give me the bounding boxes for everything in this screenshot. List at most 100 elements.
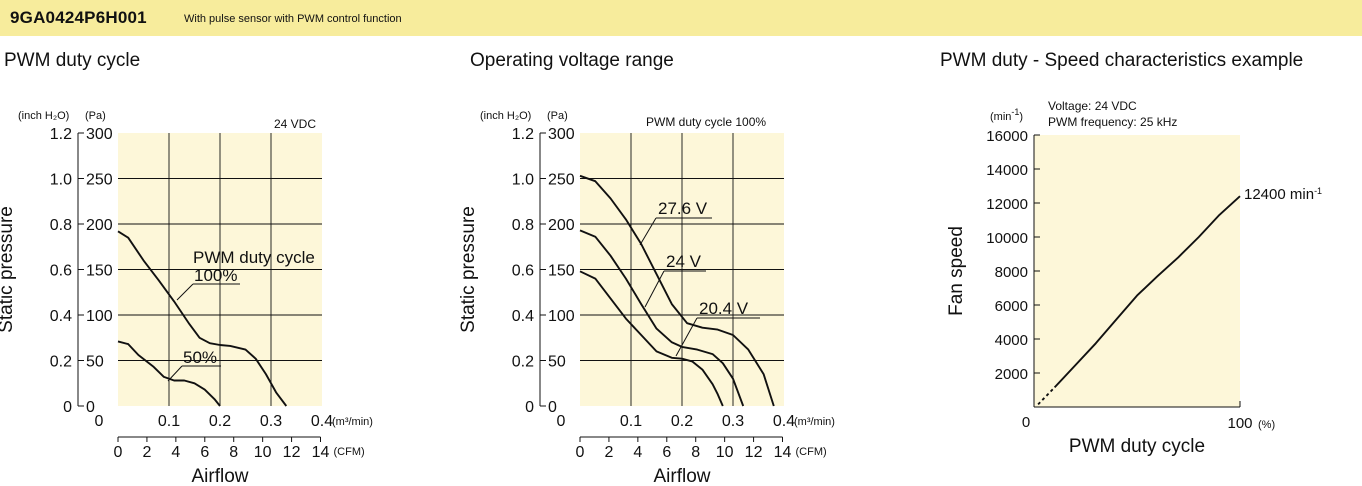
chart2-x-tick-label-m3: 0.4 — [773, 413, 795, 430]
chart1-x-tick-label-m3: 0.2 — [209, 413, 231, 430]
chart1-y-axis-title: Static pressure — [0, 206, 17, 333]
chart2-y-tick-label-inch: 1.0 — [512, 172, 534, 189]
chart2-cfm-tick-label: 2 — [604, 444, 613, 461]
chart2-leader-276 — [639, 217, 657, 246]
chart2-y-tick-label-inch: 0.8 — [512, 217, 534, 234]
chart1-leader-50 — [167, 365, 183, 382]
chart2-y-tick-label-pa: 100 — [548, 308, 575, 325]
chart2-x-tick-label-m3: 0.3 — [722, 413, 744, 430]
chart1-x-tick-label-m3: 0.4 — [311, 413, 333, 430]
chart1-y-tick-label-inch: 0.4 — [50, 308, 72, 325]
chart2-curve-204V — [579, 270, 724, 407]
chart3-title: PWM duty - Speed characteristics example — [940, 50, 1304, 71]
chart1-label-50: 50% — [183, 348, 217, 367]
chart2-cfm-tick-label: 12 — [745, 444, 763, 461]
chart2-y-tick-label-pa: 200 — [548, 217, 575, 234]
chart2-cfm-tick-label: 8 — [691, 444, 700, 461]
chart2-x-tick-label-m3: 0 — [557, 413, 566, 430]
chart2-y-tick-label-inch: 0.4 — [512, 308, 534, 325]
chart2-note: PWM duty cycle 100% — [646, 115, 766, 129]
chart1-x-unit-cfm: (CFM) — [334, 446, 365, 458]
chart1-cfm-tick-label: 6 — [200, 444, 209, 461]
chart1-cfm-tick-label: 12 — [283, 444, 301, 461]
chart2-cfm-tick-label: 6 — [662, 444, 671, 461]
chart2-cfm-tick-label: 10 — [716, 444, 734, 461]
chart1-y-unit-inch: (inch H₂O) — [18, 110, 69, 122]
chart2-leader-24 — [644, 270, 665, 308]
chart1-y-tick-label-pa: 0 — [86, 399, 95, 416]
chart2-cfm-tick-label: 14 — [774, 444, 792, 461]
chart3-curve-start-dashed — [1037, 386, 1056, 406]
chart1-title: PWM duty cycle — [4, 50, 141, 71]
chart2-y-axis-title: Static pressure — [458, 206, 479, 333]
chart2-x-unit-m3: (m³/min) — [794, 416, 835, 428]
chart1-cfm-tick-label: 0 — [114, 444, 123, 461]
chart2-label-24: 24 V — [666, 252, 702, 271]
chart1-y-tick-label-inch: 1.0 — [50, 172, 72, 189]
chart2-curve-24V — [579, 229, 745, 407]
chart1-note: 24 VDC — [274, 117, 316, 131]
chart3-end-label: 12400 min-1 — [1244, 186, 1322, 203]
chart1-x-unit-m3: (m³/min) — [332, 416, 373, 428]
chart2-y-tick-label-pa: 300 — [548, 126, 575, 143]
chart3-plot-area — [1034, 135, 1240, 407]
chart1-y-tick-label-inch: 1.2 — [50, 126, 72, 143]
chart2-y-tick-label-pa: 50 — [548, 354, 566, 371]
model-number: 9GA0424P6H001 — [10, 8, 147, 27]
chart2-x-axis-title: Airflow — [653, 466, 710, 486]
chart1-curve-50 — [117, 340, 221, 407]
chart1-curve-100 — [117, 230, 288, 407]
chart2-y-tick-label-inch: 0.6 — [512, 263, 534, 280]
chart1-label-100: 100% — [194, 266, 237, 285]
chart1-x-tick-label-m3: 0 — [95, 413, 104, 430]
chart2-cfm-tick-label: 4 — [633, 444, 642, 461]
chart1-y-tick-label-inch: 0 — [63, 399, 72, 416]
chart3-y-tick-label: 4000 — [995, 332, 1028, 349]
chart2-y-tick-label-pa: 150 — [548, 263, 575, 280]
chart2-y-tick-label-inch: 0 — [525, 399, 534, 416]
chart3-note-frequency: PWM frequency: 25 kHz — [1048, 115, 1177, 129]
chart3-curve — [1053, 195, 1241, 389]
chart2-y-tick-label-pa: 0 — [548, 399, 557, 416]
chart3-y-tick-label: 12000 — [986, 196, 1028, 213]
chart3-y-tick-label: 6000 — [995, 298, 1028, 315]
model-description: With pulse sensor with PWM control funct… — [184, 13, 402, 25]
chart1-y-tick-label-inch: 0.2 — [50, 354, 72, 371]
chart1-y-tick-label-inch: 0.6 — [50, 263, 72, 280]
chart2-title: Operating voltage range — [470, 50, 674, 71]
chart2-y-tick-label-inch: 0.2 — [512, 354, 534, 371]
chart2-x-unit-cfm: (CFM) — [796, 446, 827, 458]
chart1-y-tick-label-pa: 200 — [86, 217, 113, 234]
chart1-leader-100 — [176, 283, 194, 301]
chart2-cfm-tick-label: 0 — [576, 444, 585, 461]
chart3-y-unit: (min-1) — [990, 107, 1023, 123]
chart3-origin-label: 0 — [1022, 414, 1030, 431]
chart2-x-tick-label-m3: 0.1 — [620, 413, 642, 430]
chart2-y-tick-label-pa: 250 — [548, 172, 575, 189]
chart3-x-tick-label: 100 — [1227, 415, 1252, 432]
chart3-x-axis-title: PWM duty cycle — [1069, 436, 1205, 457]
chart1-y-tick-label-inch: 0.8 — [50, 217, 72, 234]
chart2-label-204: 20.4 V — [699, 299, 749, 318]
chart2-label-276: 27.6 V — [658, 199, 708, 218]
chart1-y-tick-label-pa: 100 — [86, 308, 113, 325]
chart3-y-tick-label: 2000 — [995, 366, 1028, 383]
chart3-y-tick-label: 14000 — [986, 162, 1028, 179]
chart1-cfm-tick-label: 8 — [229, 444, 238, 461]
chart3-note-voltage: Voltage: 24 VDC — [1048, 99, 1137, 113]
chart1-cfm-tick-label: 14 — [312, 444, 330, 461]
chart2-leader-204 — [675, 317, 698, 357]
chart2-y-unit-pa: (Pa) — [547, 110, 568, 122]
chart2-y-tick-label-inch: 1.2 — [512, 126, 534, 143]
chart1-x-tick-label-m3: 0.3 — [260, 413, 282, 430]
chart3-y-tick-label: 10000 — [986, 230, 1028, 247]
chart1-y-tick-label-pa: 300 — [86, 126, 113, 143]
chart1-y-unit-pa: (Pa) — [85, 110, 106, 122]
chart1-x-axis-title: Airflow — [191, 466, 248, 486]
chart2-curve-276V — [579, 174, 775, 407]
chart1-cfm-tick-label: 2 — [142, 444, 151, 461]
chart2-y-unit-inch: (inch H₂O) — [480, 110, 531, 122]
